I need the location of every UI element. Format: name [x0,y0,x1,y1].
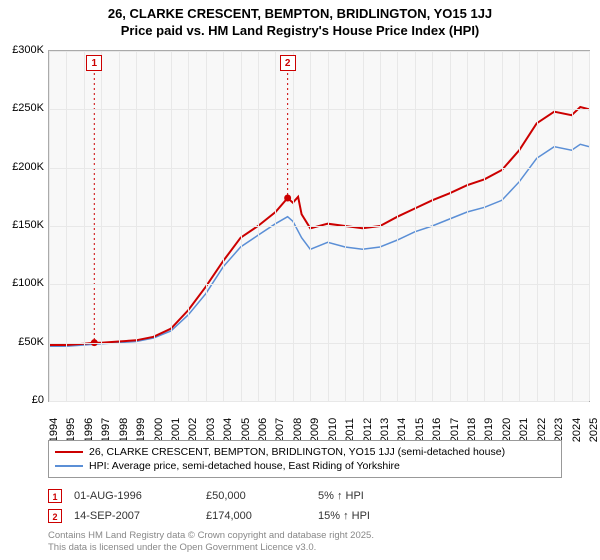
event-price: £174,000 [206,510,306,522]
y-tick-label: £300K [12,44,44,56]
event-marker-icon: 2 [48,509,62,523]
x-tick-label: 2014 [396,418,408,442]
x-tick-label: 2011 [344,418,356,442]
x-tick-label: 1998 [118,418,130,442]
x-tick-label: 2019 [483,418,495,442]
footnote: Contains HM Land Registry data © Crown c… [48,530,374,555]
legend-swatch [55,465,83,467]
event-price: £50,000 [206,490,306,502]
legend-swatch [55,451,83,453]
legend-item: HPI: Average price, semi-detached house,… [55,459,555,473]
x-tick-label: 1994 [48,418,60,442]
y-tick-label: £150K [12,219,44,231]
x-tick-label: 1997 [100,418,112,442]
event-pct: 15% ↑ HPI [318,510,438,522]
hpi-line [49,144,589,346]
x-tick-label: 2007 [274,418,286,442]
x-tick-label: 2024 [571,418,583,442]
event-date: 14-SEP-2007 [74,510,194,522]
footnote-line: Contains HM Land Registry data © Crown c… [48,530,374,542]
x-tick-label: 2002 [187,418,199,442]
y-tick-label: £250K [12,102,44,114]
title-line-1: 26, CLARKE CRESCENT, BEMPTON, BRIDLINGTO… [0,6,600,23]
x-tick-label: 2015 [414,418,426,442]
y-tick-label: £100K [12,277,44,289]
x-tick-label: 2023 [553,418,565,442]
x-axis: 1994 1995 1996 1997 1998 1999 2000 2001 2002 2003… [48,400,588,440]
x-tick-label: 2001 [170,418,182,442]
chart-title: 26, CLARKE CRESCENT, BEMPTON, BRIDLINGTO… [0,0,600,40]
x-tick-label: 2000 [153,418,165,442]
x-tick-label: 2006 [257,418,269,442]
x-tick-label: 1999 [135,418,147,442]
x-tick-label: 2021 [518,418,530,442]
event-date: 01-AUG-1996 [74,490,194,502]
event-row: 2 14-SEP-2007 £174,000 15% ↑ HPI [48,506,568,526]
x-tick-label: 2010 [327,418,339,442]
legend: 26, CLARKE CRESCENT, BEMPTON, BRIDLINGTO… [48,440,562,478]
legend-label: 26, CLARKE CRESCENT, BEMPTON, BRIDLINGTO… [89,446,505,458]
y-tick-label: £50K [18,336,44,348]
x-tick-label: 2013 [379,418,391,442]
chart-marker: 2 [280,55,296,71]
x-tick-label: 2009 [309,418,321,442]
x-tick-label: 2017 [449,418,461,442]
x-tick-label: 2016 [431,418,443,442]
event-pct: 5% ↑ HPI [318,490,438,502]
x-tick-label: 2025 [588,418,600,442]
x-tick-label: 2008 [292,418,304,442]
x-tick-label: 2005 [240,418,252,442]
y-axis: £0£50K£100K£150K£200K£250K£300K [0,50,48,400]
x-tick-label: 2004 [222,418,234,442]
x-tick-label: 1996 [83,418,95,442]
y-tick-label: £200K [12,161,44,173]
event-marker-icon: 1 [48,489,62,503]
y-tick-label: £0 [32,394,44,406]
x-tick-label: 2018 [466,418,478,442]
x-tick-label: 2022 [536,418,548,442]
footnote-line: This data is licensed under the Open Gov… [48,542,374,554]
events-table: 1 01-AUG-1996 £50,000 5% ↑ HPI 2 14-SEP-… [48,486,568,526]
legend-item: 26, CLARKE CRESCENT, BEMPTON, BRIDLINGTO… [55,445,555,459]
x-tick-label: 1995 [65,418,77,442]
chart-marker: 1 [86,55,102,71]
x-tick-label: 2020 [501,418,513,442]
legend-label: HPI: Average price, semi-detached house,… [89,460,400,472]
chart-plot-area: 12 [48,50,590,402]
x-tick-label: 2003 [205,418,217,442]
title-line-2: Price paid vs. HM Land Registry's House … [0,23,600,40]
x-tick-label: 2012 [362,418,374,442]
event-row: 1 01-AUG-1996 £50,000 5% ↑ HPI [48,486,568,506]
